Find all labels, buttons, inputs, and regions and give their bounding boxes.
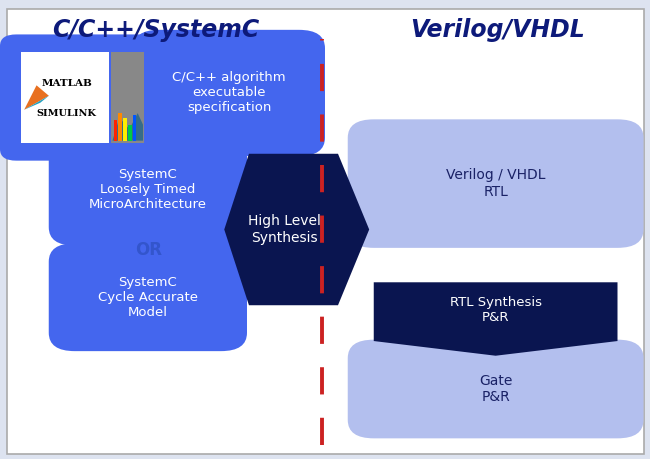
Text: C/C++ algorithm
executable
specification: C/C++ algorithm executable specification [172,72,286,114]
FancyBboxPatch shape [348,119,644,248]
Text: OR: OR [135,241,162,259]
Polygon shape [24,96,49,110]
Text: SIMULINK: SIMULINK [37,109,97,118]
Polygon shape [112,113,143,140]
Text: C/C++/SystemC: C/C++/SystemC [53,18,259,42]
Polygon shape [224,154,369,305]
Bar [114,120,117,140]
Bar [118,113,122,140]
Text: High Level
Synthesis: High Level Synthesis [248,214,321,245]
Text: Verilog/VHDL: Verilog/VHDL [410,18,584,42]
Polygon shape [374,282,618,356]
Text: Verilog / VHDL
RTL: Verilog / VHDL RTL [446,168,545,199]
Polygon shape [24,85,49,110]
Bar [133,115,136,140]
Text: SystemC
Loosely Timed
MicroArchitecture: SystemC Loosely Timed MicroArchitecture [89,168,207,211]
FancyBboxPatch shape [111,52,144,143]
Text: SystemC
Cycle Accurate
Model: SystemC Cycle Accurate Model [98,276,198,319]
FancyBboxPatch shape [49,133,247,246]
FancyBboxPatch shape [6,9,644,454]
FancyBboxPatch shape [133,30,325,156]
Text: RTL Synthesis
P&R: RTL Synthesis P&R [450,296,541,324]
Text: MATLAB: MATLAB [42,79,92,89]
FancyBboxPatch shape [348,340,644,438]
FancyBboxPatch shape [49,243,247,351]
FancyBboxPatch shape [0,34,162,161]
Bar [124,118,127,140]
Text: Gate
P&R: Gate P&R [479,374,512,404]
FancyBboxPatch shape [21,52,109,143]
Bar [128,124,131,140]
